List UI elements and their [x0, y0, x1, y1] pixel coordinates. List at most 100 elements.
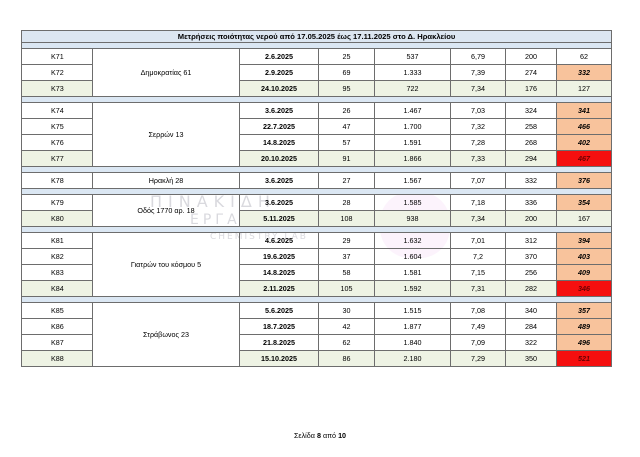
measurement-v4: 268 — [505, 134, 557, 151]
table-row: Κ73 24.10.2025 95 722 7,34 176 127 — [21, 80, 613, 97]
measurement-v4: 200 — [505, 210, 557, 227]
measurement-v5: 127 — [555, 80, 613, 97]
measurement-v4: 258 — [505, 118, 557, 135]
measurement-v3: 7,28 — [450, 134, 506, 151]
table-row: Κ81 Γιατρών του κόσμου 5 4.6.2025 29 1.632 7,… — [21, 232, 613, 297]
sample-id: Κ78 — [21, 172, 93, 189]
measurement-v5: 341 — [555, 102, 613, 119]
measurement-v2: 1.700 — [374, 118, 451, 135]
sample-id: Κ88 — [21, 350, 93, 367]
sample-id: Κ76 — [21, 134, 93, 151]
table-row: Κ87 21.8.2025 62 1.840 7,09 322 496 — [21, 334, 613, 351]
sample-date: 15.10.2025 — [239, 350, 319, 367]
table-title: Μετρήσεις ποιότητας νερού από 17.05.2025… — [20, 30, 613, 43]
measurement-v2: 537 — [374, 48, 451, 65]
measurement-v3: 7,18 — [450, 194, 506, 211]
measurement-v1: 30 — [318, 302, 375, 319]
measurement-v2: 1.467 — [374, 102, 451, 119]
measurement-v4: 332 — [505, 172, 557, 189]
measurement-v5: 346 — [555, 280, 613, 297]
sampling-address: Δημοκρατίας 61 — [92, 48, 240, 97]
sample-id: Κ87 — [21, 334, 93, 351]
sample-id: Κ73 — [21, 80, 93, 97]
measurement-v4: 322 — [505, 334, 557, 351]
measurement-v4: 340 — [505, 302, 557, 319]
measurement-v2: 1.585 — [374, 194, 451, 211]
sample-id: Κ77 — [21, 150, 93, 167]
measurement-v5: 357 — [555, 302, 613, 319]
measurement-v3: 7,34 — [450, 80, 506, 97]
measurement-v1: 47 — [318, 118, 375, 135]
measurement-v1: 37 — [318, 248, 375, 265]
measurement-v1: 42 — [318, 318, 375, 335]
measurement-v4: 284 — [505, 318, 557, 335]
measurement-v2: 1.592 — [374, 280, 451, 297]
measurement-v3: 7,01 — [450, 232, 506, 249]
sample-id: Κ84 — [21, 280, 93, 297]
measurements-sheet: Μετρήσεις ποιότητας νερού από 17.05.2025… — [20, 30, 613, 367]
measurement-v5: 402 — [555, 134, 613, 151]
measurement-v3: 7,15 — [450, 264, 506, 281]
measurement-v4: 312 — [505, 232, 557, 249]
sample-id: Κ86 — [21, 318, 93, 335]
measurement-v3: 7,03 — [450, 102, 506, 119]
measurement-v5: 409 — [555, 264, 613, 281]
measurement-v1: 86 — [318, 350, 375, 367]
sample-id: Κ85 — [21, 302, 93, 319]
sample-id: Κ71 — [21, 48, 93, 65]
sample-id: Κ83 — [21, 264, 93, 281]
measurement-v2: 1.632 — [374, 232, 451, 249]
measurement-v5: 466 — [555, 118, 613, 135]
measurement-v5: 521 — [555, 350, 613, 367]
measurement-v3: 7,29 — [450, 350, 506, 367]
measurement-v2: 1.604 — [374, 248, 451, 265]
sample-date: 14.8.2025 — [239, 134, 319, 151]
measurement-v4: 274 — [505, 64, 557, 81]
measurement-v1: 91 — [318, 150, 375, 167]
measurement-v5: 467 — [555, 150, 613, 167]
sampling-address: Σερρών 13 — [92, 102, 240, 167]
sample-date: 22.7.2025 — [239, 118, 319, 135]
sampling-address: Γιατρών του κόσμου 5 — [92, 232, 240, 297]
sample-id: Κ81 — [21, 232, 93, 249]
measurement-v2: 1.333 — [374, 64, 451, 81]
measurement-v2: 1.515 — [374, 302, 451, 319]
measurement-v1: 108 — [318, 210, 375, 227]
measurement-v1: 69 — [318, 64, 375, 81]
measurement-v3: 7,08 — [450, 302, 506, 319]
measurement-v3: 7,39 — [450, 64, 506, 81]
sample-date: 2.11.2025 — [239, 280, 319, 297]
measurement-v3: 6,79 — [450, 48, 506, 65]
measurement-v2: 722 — [374, 80, 451, 97]
sampling-address: Οδός 1770 αρ. 18 — [92, 194, 240, 227]
measurement-v4: 256 — [505, 264, 557, 281]
measurement-v5: 62 — [555, 48, 613, 65]
page-footer: Σελίδα 8 από 10 — [0, 431, 640, 440]
footer-prefix: Σελίδα — [293, 431, 315, 440]
measurement-v3: 7,07 — [450, 172, 506, 189]
measurement-v3: 7,32 — [450, 118, 506, 135]
sample-date: 3.6.2025 — [239, 172, 319, 189]
sampling-address: Στράβωνος 23 — [92, 302, 240, 367]
table-row: Κ80 5.11.2025 108 938 7,34 200 167 — [21, 210, 613, 227]
measurement-v3: 7,49 — [450, 318, 506, 335]
measurement-v1: 57 — [318, 134, 375, 151]
measurement-v2: 2.180 — [374, 350, 451, 367]
measurement-v4: 282 — [505, 280, 557, 297]
measurement-v1: 58 — [318, 264, 375, 281]
sample-date: 5.6.2025 — [239, 302, 319, 319]
measurement-v1: 95 — [318, 80, 375, 97]
measurement-v5: 167 — [555, 210, 613, 227]
sample-date: 2.6.2025 — [239, 48, 319, 65]
sample-id: Κ74 — [21, 102, 93, 119]
sample-date: 20.10.2025 — [239, 150, 319, 167]
measurement-v2: 938 — [374, 210, 451, 227]
measurement-v5: 496 — [555, 334, 613, 351]
measurement-v3: 7,31 — [450, 280, 506, 297]
measurement-v2: 1.840 — [374, 334, 451, 351]
sample-id: Κ80 — [21, 210, 93, 227]
measurement-v5: 376 — [555, 172, 613, 189]
water-quality-table: Μετρήσεις ποιότητας νερού από 17.05.2025… — [20, 30, 613, 367]
sample-id: Κ79 — [21, 194, 93, 211]
measurement-v4: 324 — [505, 102, 557, 119]
